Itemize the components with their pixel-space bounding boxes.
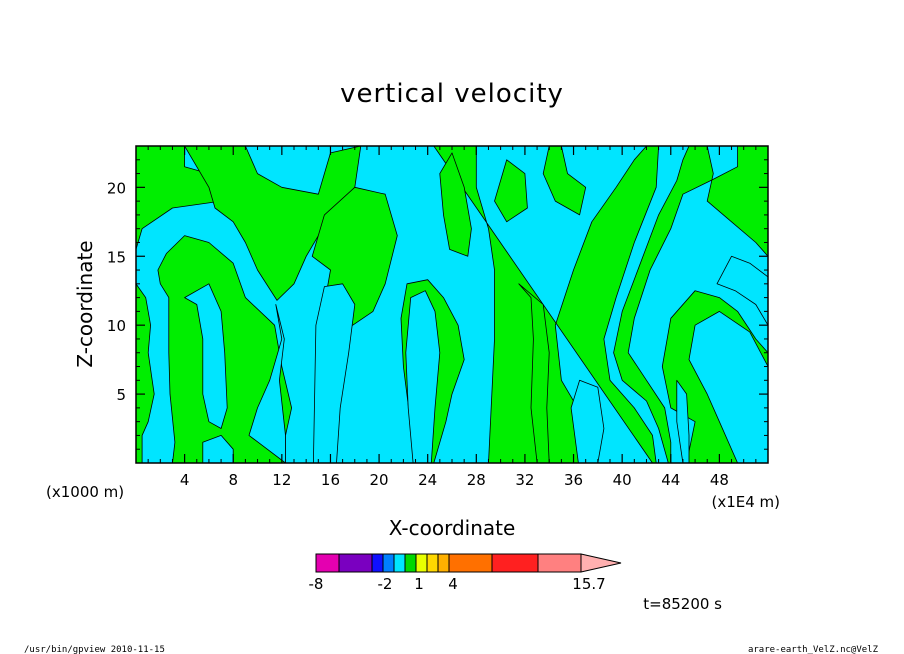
x-tick-label-16: 16: [321, 471, 340, 489]
negative-island-1: [312, 283, 356, 463]
x-tick-label-24: 24: [418, 471, 437, 489]
colorbar: -8 -2 1 4 15.7: [309, 553, 622, 593]
y-tick-label-5: 5: [116, 386, 126, 404]
x-tick-label-12: 12: [272, 471, 291, 489]
positive-region-10: [518, 283, 550, 463]
x-tick-label-32: 32: [515, 471, 534, 489]
colorbar-cell-8: [437, 553, 450, 573]
negative-island-3: [570, 379, 605, 463]
y-tick-label-10: 10: [107, 317, 126, 335]
y-tick-label-20: 20: [107, 179, 126, 197]
colorbar-arrow: [580, 553, 622, 573]
y-axis-title: Z-coordinate: [73, 240, 97, 367]
x-tick-label-40: 40: [613, 471, 632, 489]
negative-island-6: [184, 283, 228, 429]
x-unit-right: (x1E4 m): [711, 493, 780, 511]
colorbar-label-1: -2: [378, 575, 393, 593]
time-label: t=85200 s: [643, 595, 722, 613]
x-unit-left: (x1000 m): [46, 483, 124, 501]
positive-region-7: [439, 152, 472, 257]
x-tick-label-48: 48: [710, 471, 729, 489]
colorbar-label-2: 1: [414, 575, 424, 593]
negative-island-4: [676, 379, 690, 463]
colorbar-cell-6: [415, 553, 428, 573]
x-tick-label-28: 28: [467, 471, 486, 489]
colorbar-cell-0: [315, 553, 340, 573]
colorbar-cell-7: [426, 553, 439, 573]
colorbar-cell-9: [448, 553, 493, 573]
negative-island-5: [716, 255, 768, 326]
x-tick-label-20: 20: [370, 471, 389, 489]
positive-region-8: [542, 146, 587, 216]
negative-island-2: [405, 290, 441, 463]
colorbar-label-4: 15.7: [572, 575, 605, 593]
positive-region-1: [136, 283, 155, 463]
x-tick-label-8: 8: [228, 471, 238, 489]
y-tick-label-15: 15: [107, 248, 126, 266]
x-tick-label-44: 44: [661, 471, 680, 489]
negative-island-0: [248, 304, 286, 463]
footer-right: arare-earth_VelZ.nc@VelZ: [748, 645, 879, 654]
colorbar-cell-5: [404, 553, 417, 573]
colorbar-cell-3: [382, 553, 395, 573]
positive-region-6: [433, 146, 768, 463]
footer-left: /usr/bin/gpview 2010-11-15: [24, 645, 165, 654]
x-tick-label-36: 36: [564, 471, 583, 489]
colorbar-cell-2: [371, 553, 384, 573]
x-tick-label-4: 4: [180, 471, 190, 489]
colorbar-cell-10: [491, 553, 539, 573]
positive-region-9: [494, 159, 528, 223]
colorbar-cell-11: [537, 553, 582, 573]
x-axis-title: X-coordinate: [389, 516, 516, 540]
colorbar-cell-1: [338, 553, 373, 573]
colorbar-cell-4: [393, 553, 406, 573]
colorbar-label-3: 4: [448, 575, 458, 593]
chart-title: vertical velocity: [340, 79, 564, 109]
colorbar-label-0: -8: [309, 575, 324, 593]
